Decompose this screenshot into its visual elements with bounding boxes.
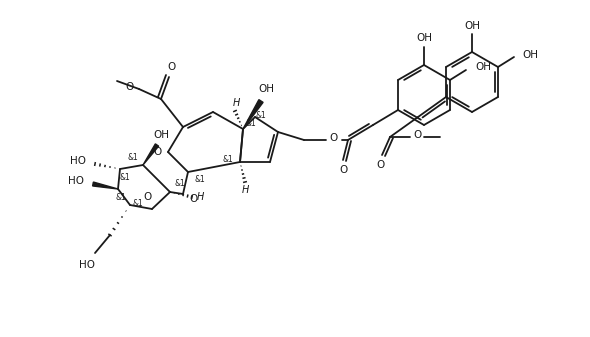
Text: &1: &1 [175, 179, 185, 187]
Text: &1: &1 [195, 176, 205, 184]
Text: &1: &1 [255, 111, 266, 120]
Text: OH: OH [258, 84, 274, 94]
Text: O: O [413, 130, 421, 140]
Text: O: O [167, 62, 175, 72]
Text: OH: OH [153, 130, 169, 140]
Polygon shape [243, 100, 263, 129]
Text: O: O [376, 160, 384, 170]
Text: O: O [340, 165, 348, 175]
Text: &1: &1 [245, 120, 257, 128]
Text: &1: &1 [116, 193, 126, 203]
Text: O: O [143, 192, 151, 202]
Text: &1: &1 [120, 174, 130, 183]
Text: HO: HO [79, 260, 95, 270]
Text: &1: &1 [127, 153, 139, 161]
Text: O: O [154, 147, 162, 157]
Text: H: H [232, 98, 240, 108]
Text: H: H [241, 185, 249, 195]
Text: O: O [189, 194, 197, 204]
Text: OH: OH [475, 62, 491, 72]
Text: O: O [330, 133, 338, 143]
Text: HO: HO [70, 156, 86, 166]
Text: O: O [125, 82, 133, 92]
Text: HO: HO [68, 176, 84, 186]
Text: &1: &1 [133, 198, 143, 208]
Polygon shape [143, 144, 159, 165]
Text: &1: &1 [222, 155, 234, 164]
Text: OH: OH [464, 21, 480, 31]
Text: H: H [196, 192, 204, 202]
Text: OH: OH [416, 33, 432, 43]
Text: OH: OH [522, 50, 538, 60]
Polygon shape [93, 182, 118, 189]
